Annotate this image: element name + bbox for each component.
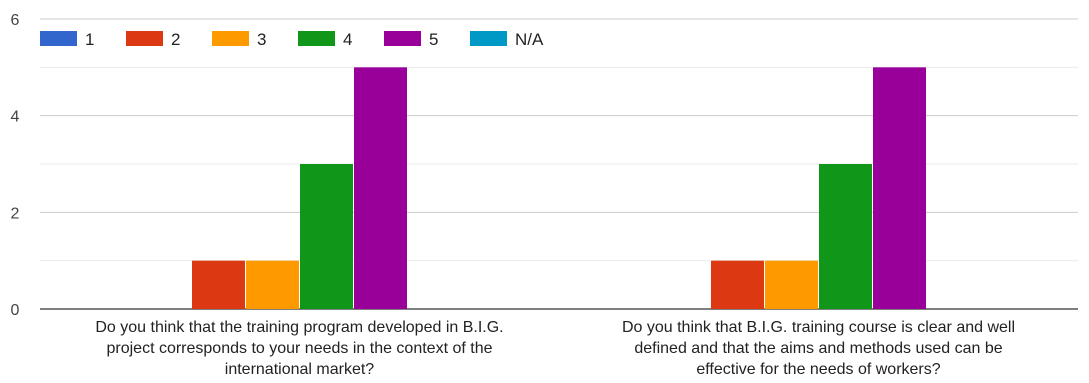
bar <box>354 67 407 309</box>
legend-swatch <box>40 31 77 46</box>
bar <box>300 164 353 309</box>
legend-item: 2 <box>126 30 180 49</box>
legend-swatch <box>212 31 249 46</box>
legend-item: 3 <box>212 30 266 49</box>
legend-item: 5 <box>384 30 438 49</box>
legend-label: N/A <box>515 30 544 49</box>
legend-label: 5 <box>429 30 438 49</box>
x-axis: Do you think that the training program d… <box>95 319 1015 378</box>
x-category-label: Do you think that the training program d… <box>95 319 503 378</box>
bar <box>246 260 299 309</box>
legend-swatch <box>470 31 507 46</box>
bar <box>765 260 818 309</box>
legend-item: 1 <box>40 30 94 49</box>
bar <box>873 67 926 309</box>
y-axis: 0 2 4 6 <box>11 12 20 319</box>
y-tick-label: 4 <box>11 109 20 126</box>
bar <box>711 260 764 309</box>
legend-label: 1 <box>85 30 94 49</box>
bar <box>819 164 872 309</box>
x-category-label: Do you think that B.I.G. training course… <box>622 319 1015 378</box>
legend-label: 3 <box>257 30 266 49</box>
y-tick-label: 6 <box>11 12 20 29</box>
bar <box>192 260 245 309</box>
y-tick-label: 0 <box>11 302 20 319</box>
legend-item: 4 <box>298 30 352 49</box>
legend-swatch <box>298 31 335 46</box>
legend-label: 2 <box>171 30 180 49</box>
bars <box>192 67 926 309</box>
legend: 1 2 3 4 5 N/A <box>40 30 544 49</box>
y-tick-label: 2 <box>11 205 20 222</box>
legend-swatch <box>384 31 421 46</box>
legend-item: N/A <box>470 30 544 49</box>
legend-swatch <box>126 31 163 46</box>
legend-label: 4 <box>343 30 352 49</box>
